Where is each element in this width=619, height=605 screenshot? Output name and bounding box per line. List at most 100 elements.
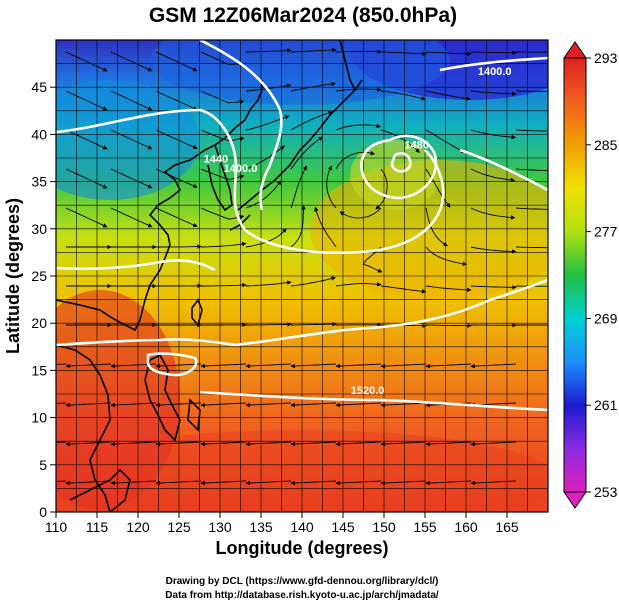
streamline	[380, 363, 427, 369]
streamline	[425, 480, 472, 486]
streamline	[245, 145, 286, 170]
streamline	[470, 90, 517, 96]
x-axis-label: Longitude (degrees)	[215, 538, 388, 558]
coastline-asia-mainland	[56, 80, 263, 332]
y-tick-label: 20	[31, 315, 47, 331]
streamline	[515, 246, 548, 249]
streamline	[425, 51, 472, 56]
streamline	[110, 480, 157, 486]
coastline-borneo	[69, 468, 131, 512]
streamline	[335, 150, 376, 170]
x-tick-label: 155	[413, 519, 437, 535]
credit-data: Data from http://database.rish.kyoto-u.a…	[165, 590, 439, 601]
streamline	[335, 480, 382, 486]
streamline	[56, 363, 67, 365]
streamline	[110, 129, 153, 150]
streamline	[380, 51, 427, 57]
streamline	[470, 129, 517, 140]
x-tick-label: 120	[126, 519, 150, 535]
streamline	[515, 129, 548, 132]
coastline-philippines	[144, 353, 201, 442]
colorbar-ticks: 253 261 269 277 285 293	[586, 50, 618, 500]
hot-region-south	[56, 430, 548, 512]
contour-label: 1400.0	[478, 66, 512, 78]
colorbar: 253 261 269 277 285 293	[563, 41, 618, 509]
streamline	[200, 129, 245, 142]
streamline	[245, 441, 292, 447]
y-tick-label: 40	[31, 126, 47, 142]
streamline	[470, 207, 516, 220]
colorbar-tick-label: 285	[594, 137, 618, 153]
colorbar-tick-label: 261	[594, 397, 618, 413]
streamline	[65, 441, 112, 447]
contour-1440	[56, 108, 445, 255]
y-tick-label: 45	[31, 79, 47, 95]
contour-label: 1480	[405, 140, 429, 152]
streamline	[425, 207, 448, 247]
streamline	[245, 363, 292, 369]
streamline	[470, 168, 516, 183]
streamline	[470, 480, 517, 486]
height-contours	[56, 40, 548, 412]
streamline	[155, 90, 198, 111]
streamline	[335, 441, 382, 447]
streamline	[425, 441, 472, 447]
contour-1520	[56, 278, 548, 347]
x-tick-label: 140	[290, 519, 314, 535]
streamline	[425, 246, 468, 267]
contour-label: 1400.0	[224, 163, 258, 175]
streamline	[200, 90, 245, 105]
x-axis-ticks: 110 115 120 125 130 135 140 145 150 155 160 165	[45, 512, 519, 535]
streamline	[155, 51, 198, 72]
streamline	[155, 480, 202, 486]
streamline	[290, 480, 337, 486]
streamline	[470, 50, 517, 55]
streamline	[65, 207, 108, 228]
contour-1400-north	[199, 40, 283, 211]
streamline	[200, 241, 247, 248]
streamline	[314, 206, 337, 248]
streamline	[156, 244, 202, 249]
streamline	[362, 246, 383, 273]
x-tick-label: 110	[45, 519, 68, 535]
y-axis-label: Latitude (degrees)	[3, 198, 23, 354]
streamline	[290, 136, 323, 170]
streamline	[290, 363, 337, 369]
streamline	[65, 51, 108, 72]
figure-title: GSM 12Z06Mar2024 (850.0hPa)	[149, 4, 457, 27]
contour-1480-east	[459, 148, 548, 192]
streamline	[380, 402, 427, 408]
streamline	[246, 322, 292, 327]
streamline	[65, 402, 112, 408]
x-tick-label: 135	[249, 519, 273, 535]
y-axis-ticks: 0 5 10 15 20 25 30 35 40 45	[31, 79, 56, 520]
streamline	[335, 123, 381, 131]
colorbar-tick-label: 253	[594, 484, 618, 500]
streamline	[425, 285, 472, 293]
streamline	[339, 207, 382, 219]
y-tick-label: 30	[31, 221, 47, 237]
streamline	[245, 180, 282, 209]
streamline	[110, 441, 157, 447]
contour-1480-west	[56, 259, 216, 272]
x-tick-label: 115	[86, 519, 109, 535]
x-tick-label: 150	[372, 519, 396, 535]
contour-1520-south	[199, 390, 548, 412]
colorbar-bottom-arrow	[563, 491, 587, 509]
streamline	[245, 402, 292, 408]
streamline	[65, 168, 108, 189]
colorbar-tick-label: 293	[594, 50, 618, 66]
y-tick-label: 15	[31, 362, 47, 378]
streamline	[425, 323, 472, 328]
streamline	[155, 168, 198, 188]
streamline	[425, 90, 471, 101]
streamline	[326, 165, 337, 209]
credit-drawing: Drawing by DCL (https://www.gfd-dennou.o…	[166, 576, 439, 587]
colorbar-tick-label: 269	[594, 310, 618, 326]
streamline	[380, 90, 426, 101]
streamline	[290, 204, 306, 248]
streamline	[380, 285, 427, 294]
streamline	[245, 280, 292, 287]
